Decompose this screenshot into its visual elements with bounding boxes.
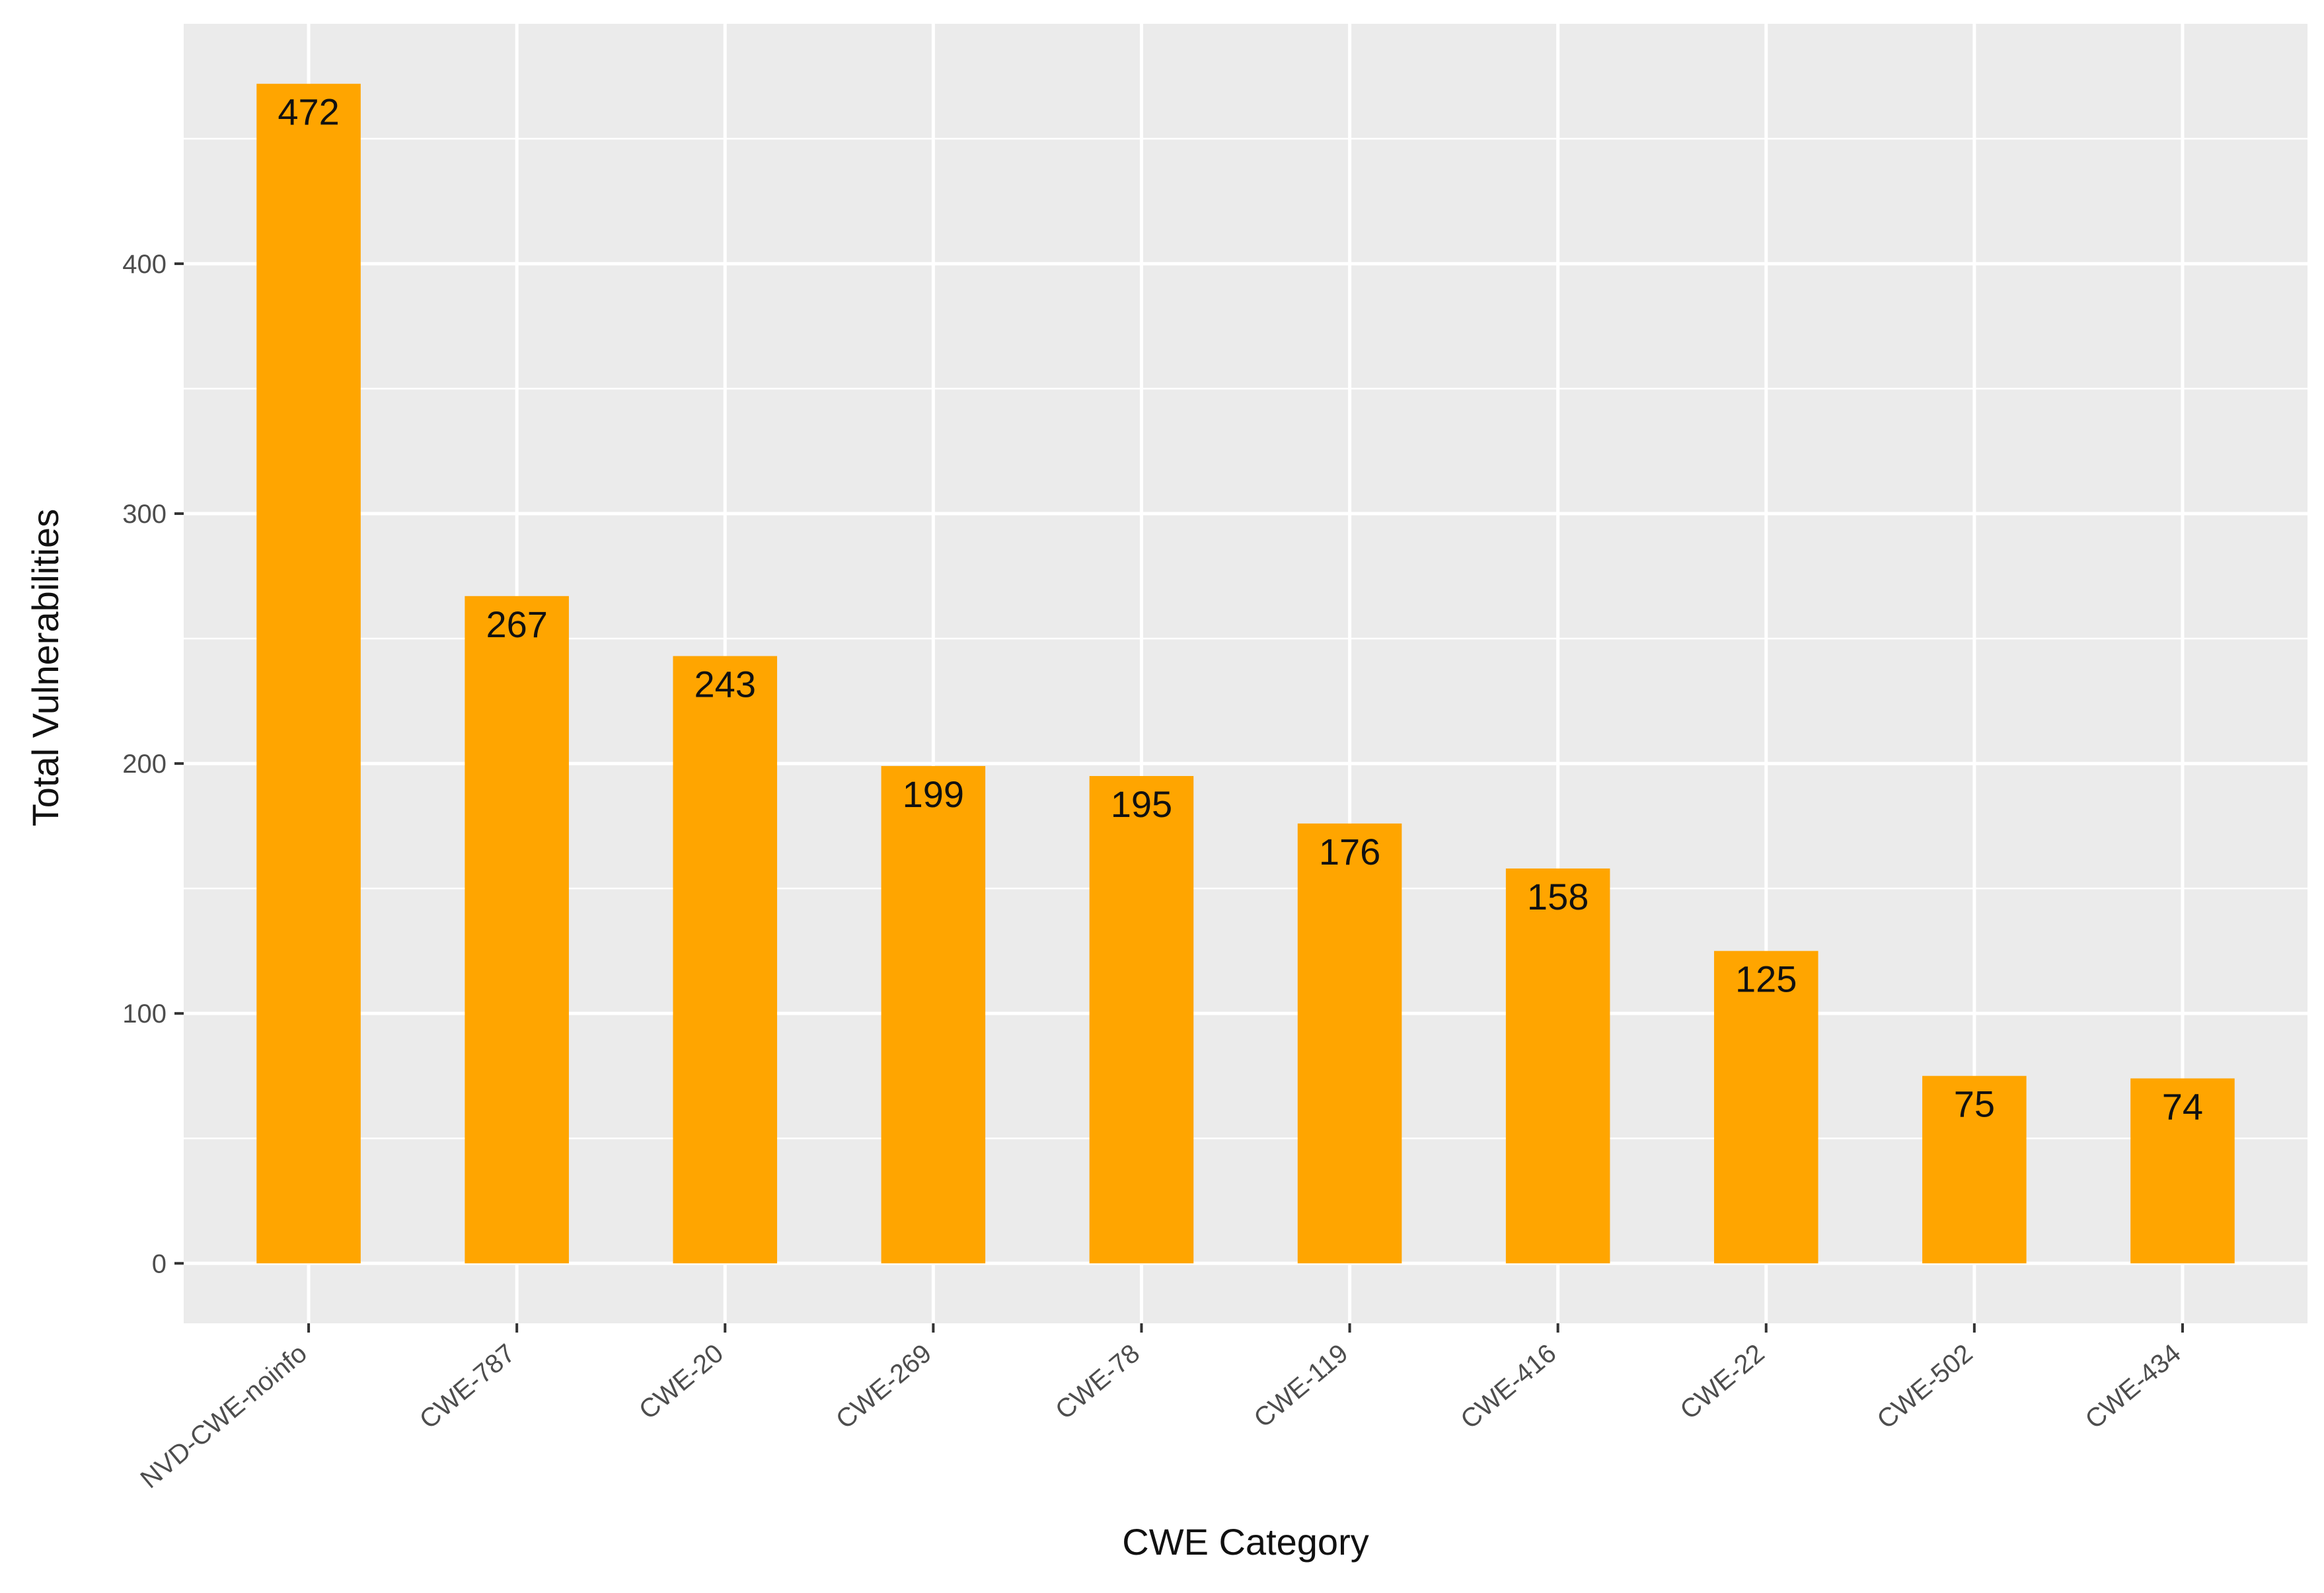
y-tick-label: 400 [122, 250, 167, 279]
x-axis-title: CWE Category [1122, 1521, 1368, 1563]
bar [2130, 1078, 2235, 1264]
bar-value-label: 195 [1111, 783, 1172, 825]
y-tick-label: 100 [122, 999, 167, 1029]
bar [256, 83, 361, 1264]
bar [1922, 1075, 2027, 1264]
bar-value-label: 199 [903, 773, 964, 815]
y-axis: 0 100 200 300 400 [122, 250, 184, 1278]
bars [256, 83, 2235, 1264]
bar [673, 656, 778, 1264]
bar-value-label: 267 [486, 603, 547, 645]
bar-value-label: 176 [1319, 831, 1380, 873]
bar [881, 765, 986, 1264]
y-tick-label: 300 [122, 500, 167, 529]
bar-value-label: 472 [278, 91, 339, 133]
bar-value-label: 74 [2162, 1085, 2203, 1127]
y-tick-label: 0 [152, 1249, 167, 1278]
x-axis: NVD-CWE-noinfo CWE-787 CWE-20 CWE-269 CWE-78… [135, 1323, 2187, 1494]
x-tick-label: CWE-502 [1872, 1339, 1978, 1434]
x-tick-label: CWE-416 [1455, 1339, 1561, 1434]
x-tick-label: CWE-78 [1050, 1339, 1145, 1425]
x-tick-label: CWE-787 [414, 1339, 521, 1434]
x-tick-label: CWE-434 [2080, 1339, 2187, 1434]
x-tick-label: NVD-CWE-noinfo [135, 1339, 312, 1494]
y-tick-label: 200 [122, 750, 167, 779]
x-tick-label: CWE-20 [634, 1339, 729, 1425]
bar [1713, 951, 1818, 1264]
y-axis-title: Total Vulnerabilities [24, 509, 66, 826]
bar-value-label: 75 [1954, 1083, 1995, 1125]
bar-value-labels: 472 267 243 199 195 176 158 125 75 74 [278, 91, 2203, 1128]
x-tick-label: CWE-269 [831, 1339, 937, 1434]
bar [465, 596, 569, 1264]
bar-value-label: 125 [1735, 958, 1797, 1000]
bar [1505, 868, 1610, 1264]
x-tick-label: CWE-119 [1249, 1339, 1354, 1433]
bar [1297, 823, 1402, 1264]
bar [1089, 776, 1194, 1264]
x-tick-label: CWE-22 [1674, 1339, 1770, 1425]
bar-value-label: 243 [694, 664, 756, 705]
bar-value-label: 158 [1527, 876, 1589, 917]
